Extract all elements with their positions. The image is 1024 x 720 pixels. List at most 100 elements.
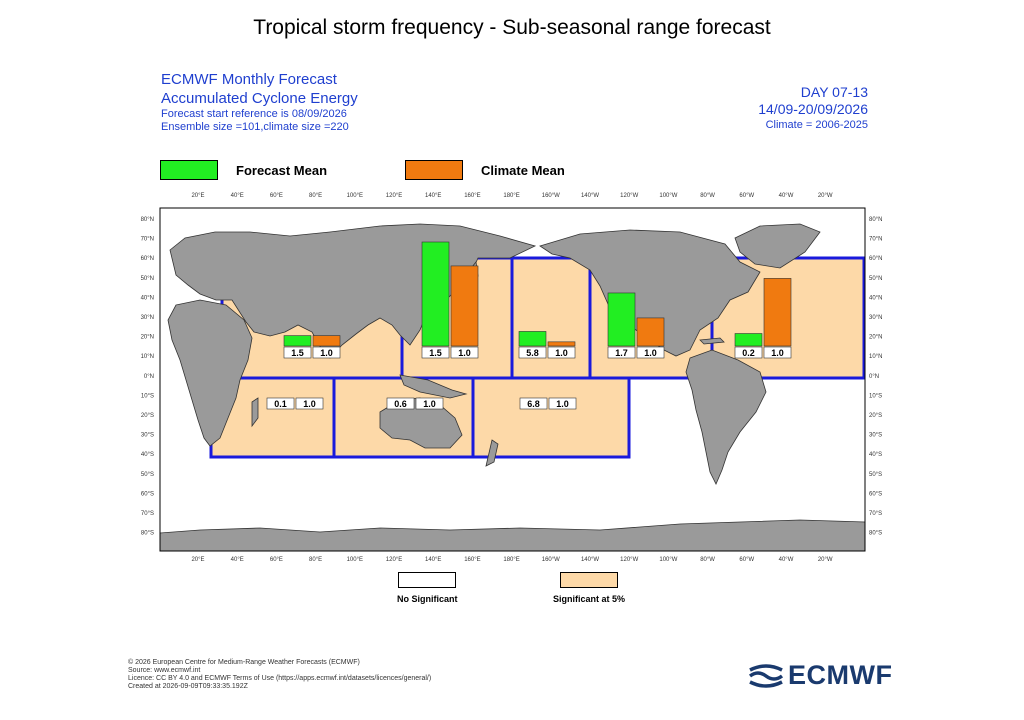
bottom-tick-labels: 20°E 40°E 60°E 80°E 100°E 120°E 140°E 160°E 180°… xyxy=(191,557,832,563)
lon-tick-bottom: 20°W xyxy=(818,557,833,563)
ecmwf-logo: ECMWF xyxy=(748,660,892,691)
climate-value-box-south-pacific xyxy=(548,397,577,410)
climate-value-box-western-north-pacific xyxy=(450,346,479,359)
lon-tick-top: 20°E xyxy=(191,193,204,199)
lon-tick-top: 180°E xyxy=(503,193,519,199)
forecast-value-north-atlantic: 0.2 xyxy=(742,348,755,358)
lat-tick-right: 60°S xyxy=(869,491,882,497)
forecast-value-eastern-north-pacific: 1.7 xyxy=(615,348,628,358)
climate-bar-central-north-pacific xyxy=(547,341,576,347)
ace-value-labels: 1.5 1.0 1.5 1.0 5.8 1.0 1.7 1.0 0.2 1.0 0.1 1.0 0.6 1… xyxy=(266,346,792,410)
land-caribbean xyxy=(699,337,725,345)
lat-tick-left: 70°S xyxy=(141,511,154,517)
lat-tick-right: 80°N xyxy=(869,217,882,223)
land-greenland xyxy=(734,223,821,269)
lat-tick-left: 20°S xyxy=(141,413,154,419)
lat-tick-left: 50°S xyxy=(141,472,154,478)
climate-value-western-north-pacific: 1.0 xyxy=(458,348,471,358)
lon-tick-bottom: 140°E xyxy=(425,557,441,563)
lat-tick-right: 30°S xyxy=(869,433,882,439)
ecmwf-swirl-icon xyxy=(748,663,784,688)
footer-copyright: © 2026 European Centre for Medium-Range … xyxy=(128,659,360,666)
lon-tick-bottom: 100°E xyxy=(347,557,363,563)
day-range: DAY 07-13 xyxy=(800,84,868,100)
top-tick-labels: 20°E 40°E 60°E 80°E 100°E 120°E 140°E 160°E 180°… xyxy=(191,193,832,199)
lon-tick-top: 120°E xyxy=(386,193,402,199)
climate-value-north-indian: 1.0 xyxy=(320,348,333,358)
lon-tick-top: 40°W xyxy=(779,193,794,199)
forecast-bar-western-north-pacific xyxy=(421,241,450,347)
forecast-value-south-indian: 0.1 xyxy=(274,399,287,409)
lon-tick-bottom: 60°W xyxy=(739,557,754,563)
lon-tick-bottom: 180°E xyxy=(503,557,519,563)
lon-tick-top: 160°E xyxy=(464,193,480,199)
forecast-value-box-eastern-north-pacific xyxy=(607,346,636,359)
climate-period: Climate = 2006-2025 xyxy=(765,119,868,131)
lon-tick-bottom: 60°E xyxy=(270,557,283,563)
lon-tick-bottom: 160°W xyxy=(542,557,560,563)
significant-swatch xyxy=(560,572,618,588)
lon-tick-bottom: 40°E xyxy=(231,557,244,563)
ecmwf-logo-text: ECMWF xyxy=(788,660,893,690)
land-madagascar xyxy=(251,397,259,428)
climate-value-central-north-pacific: 1.0 xyxy=(555,348,568,358)
land-south-america xyxy=(685,349,767,485)
footer-licence: Licence: CC BY 4.0 and ECMWF Terms of Us… xyxy=(128,675,432,682)
basin-central-north-pacific xyxy=(510,256,592,380)
ensemble-size: Ensemble size =101,climate size =220 xyxy=(161,121,349,133)
footer-credits: © 2026 European Centre for Medium-Range … xyxy=(128,659,431,691)
climate-bar-western-north-pacific xyxy=(450,265,479,347)
lat-tick-left: 40°S xyxy=(141,452,154,458)
lat-tick-right: 10°S xyxy=(869,393,882,399)
lon-tick-bottom: 120°W xyxy=(620,557,638,563)
land-indonesia xyxy=(399,374,468,399)
lon-tick-top: 100°W xyxy=(659,193,677,199)
footer-source: Source: www.ecmwf.int xyxy=(128,667,201,674)
lat-tick-left: 40°N xyxy=(141,295,154,301)
lon-tick-bottom: 140°W xyxy=(581,557,599,563)
lon-tick-top: 140°W xyxy=(581,193,599,199)
date-range: 14/09-20/09/2026 xyxy=(758,101,868,117)
forecast-info: ECMWF Monthly Forecast Accumulated Cyclo… xyxy=(161,70,358,134)
product-name: ECMWF Monthly Forecast xyxy=(161,71,337,88)
lon-tick-top: 80°W xyxy=(700,193,715,199)
lon-tick-bottom: 160°E xyxy=(464,557,480,563)
forecast-swatch xyxy=(160,160,218,180)
climate-value-north-atlantic: 1.0 xyxy=(771,348,784,358)
lon-tick-top: 60°W xyxy=(739,193,754,199)
lat-tick-right: 30°N xyxy=(869,315,882,321)
climate-value-australian: 1.0 xyxy=(423,399,436,409)
lat-tick-left: 70°N xyxy=(141,237,154,243)
page-title: Tropical storm frequency - Sub-seasonal … xyxy=(253,16,771,39)
footer-created: Created at 2026-09-09T09:33:35.192Z xyxy=(128,683,248,690)
forecast-value-western-north-pacific: 1.5 xyxy=(429,348,442,358)
forecast-bar-central-north-pacific xyxy=(518,331,547,347)
lon-tick-top: 80°E xyxy=(309,193,322,199)
lat-tick-right: 40°N xyxy=(869,295,882,301)
basin-south-pacific xyxy=(471,376,631,459)
climate-value-south-pacific: 1.0 xyxy=(556,399,569,409)
lat-tick-left: 50°N xyxy=(141,276,154,282)
not-significant-label: No Significant xyxy=(397,594,458,604)
lon-tick-bottom: 120°E xyxy=(386,557,402,563)
lon-tick-bottom: 100°W xyxy=(659,557,677,563)
lon-tick-top: 20°W xyxy=(818,193,833,199)
lat-tick-left: 10°N xyxy=(141,354,154,360)
lon-tick-top: 140°E xyxy=(425,193,441,199)
climate-value-box-eastern-north-pacific xyxy=(636,346,665,359)
start-reference: Forecast start reference is 08/09/2026 xyxy=(161,108,347,120)
forecast-value-south-pacific: 6.8 xyxy=(527,399,540,409)
lat-tick-left: 0°N xyxy=(144,374,154,380)
lat-tick-right: 50°S xyxy=(869,472,882,478)
significant-label: Significant at 5% xyxy=(553,594,626,604)
land-africa xyxy=(167,299,253,447)
ace-bars xyxy=(283,241,792,347)
legend-significant: Significant at 5% xyxy=(553,572,625,604)
lat-tick-left: 20°N xyxy=(141,335,154,341)
climate-value-box-central-north-pacific xyxy=(547,346,576,359)
lat-tick-left: 60°S xyxy=(141,491,154,497)
lat-tick-left: 30°S xyxy=(141,433,154,439)
lon-tick-bottom: 80°E xyxy=(309,557,322,563)
climate-value-eastern-north-pacific: 1.0 xyxy=(644,348,657,358)
forecast-bar-eastern-north-pacific xyxy=(607,292,636,347)
